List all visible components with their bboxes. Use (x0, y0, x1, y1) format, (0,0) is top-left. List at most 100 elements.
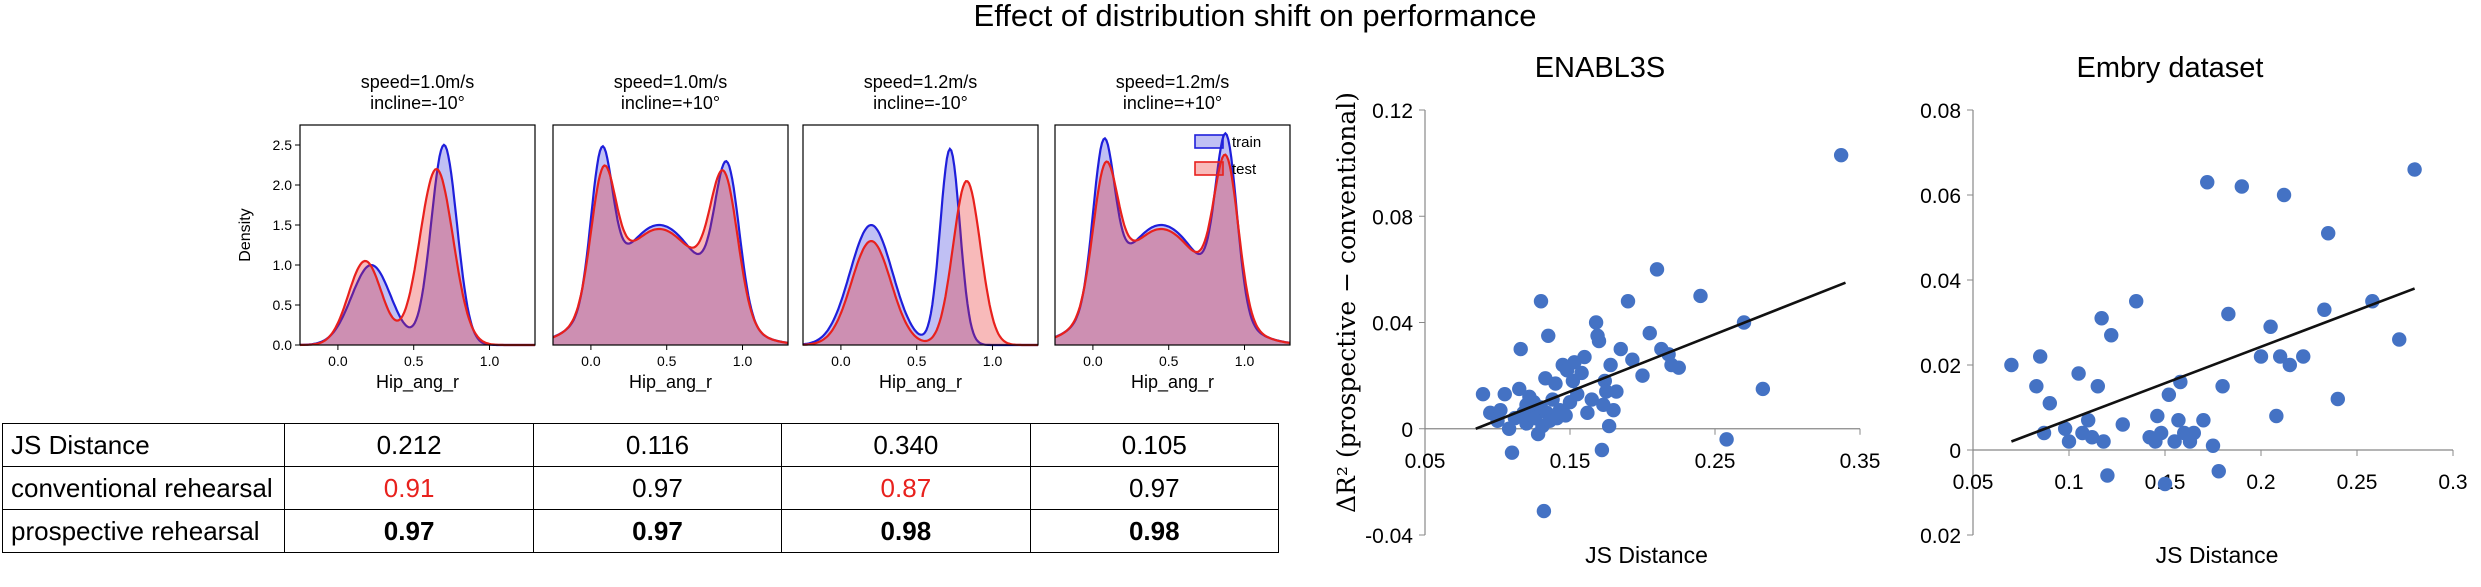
data-point (2282, 357, 2297, 373)
x-tick-label: 1.0 (1235, 353, 1255, 369)
test-density-area (1055, 154, 1290, 345)
data-point (2096, 434, 2111, 449)
test-density-area (803, 181, 1038, 345)
data-point (1504, 445, 1520, 460)
panel-title: incline=+10° (621, 93, 720, 113)
panel-title: speed=1.0m/s (614, 72, 728, 92)
x-tick-label: 0.25 (1695, 450, 1736, 473)
panel-title: speed=1.0m/s (361, 72, 475, 92)
data-point (2321, 226, 2336, 241)
table-cell: 0.105 (1029, 423, 1280, 467)
y-tick-label: 2.5 (273, 137, 293, 153)
data-point (1577, 349, 1592, 365)
y-tick-label: 0.12 (1372, 100, 1413, 123)
data-point (1584, 392, 1599, 407)
data-point (1591, 333, 1607, 349)
data-point (1588, 315, 1604, 330)
x-tick-label: 0.2 (2246, 471, 2275, 494)
data-point (2033, 349, 2048, 364)
train-density-area (300, 144, 535, 345)
scatter-panel-1: ENABL3S -0.04 0 0.04 0.08 0.12 0.05 0.15 0.25 0.3… (1332, 52, 1880, 568)
data-point (1609, 384, 1624, 399)
scatter-title: ENABL3S (1535, 52, 1666, 84)
data-point (2115, 417, 2130, 432)
x-tick-label: 0.25 (2337, 471, 2378, 494)
scatter-title: Embry dataset (2077, 52, 2264, 84)
x-axis-label: Hip_ang_r (879, 372, 962, 393)
x-tick-label: 0.5 (404, 353, 424, 369)
data-point (2234, 179, 2249, 194)
table-cell: 0.97 (1029, 466, 1280, 510)
data-point (1625, 352, 1640, 367)
data-point (2100, 468, 2115, 483)
test-density-line (1054, 153, 1291, 344)
y-tick-label: 0.04 (1372, 313, 1413, 336)
data-point (2161, 387, 2177, 402)
x-axis-label: Hip_ang_r (376, 372, 459, 393)
data-point (2094, 311, 2109, 326)
scatter-panels: ENABL3S -0.04 0 0.04 0.08 0.12 0.05 0.15 0.25 0.3… (1332, 52, 2468, 568)
data-point (2392, 332, 2407, 347)
table-cell: 0.87 (781, 466, 1031, 510)
panel-title: incline=+10° (1123, 93, 1222, 113)
data-point (2157, 476, 2173, 492)
y-tick-label: 2.0 (273, 177, 293, 193)
data-point (2196, 413, 2211, 428)
x-tick-label: 0.15 (1550, 450, 1591, 473)
table-cell: 0.98 (781, 509, 1031, 553)
table-cell: 0.97 (284, 509, 534, 553)
panel-title: speed=1.2m/s (864, 72, 978, 92)
data-point (1693, 288, 1708, 304)
data-point (2330, 391, 2345, 407)
data-point (2150, 408, 2165, 424)
data-point (2029, 379, 2044, 394)
panel-title: incline=-10° (370, 93, 465, 113)
table-cell: 0.98 (1029, 509, 1280, 553)
y-tick-label: 0.04 (1920, 270, 1961, 293)
data-point (1475, 387, 1491, 402)
y-axis-label: Density (237, 208, 254, 261)
data-point (2205, 438, 2221, 453)
x-tick-label: 1.0 (480, 353, 500, 369)
x-tick-label: 0.05 (1405, 450, 1446, 473)
data-point (1755, 381, 1771, 397)
data-point (2153, 425, 2169, 441)
data-point (2273, 349, 2288, 364)
x-tick-label: 0.0 (1083, 353, 1103, 369)
regression-line (2010, 287, 2416, 443)
data-point (1649, 262, 1665, 277)
x-axis-label: JS Distance (2156, 542, 2279, 568)
x-tick-label: 1.0 (983, 353, 1003, 369)
train-density-area (553, 146, 788, 345)
data-point (1603, 357, 1618, 373)
data-point (2276, 187, 2292, 203)
figure-title: Effect of distribution shift on performa… (974, 0, 1537, 33)
data-point (1541, 328, 1556, 343)
data-point (2061, 434, 2077, 449)
y-tick-label: 0.08 (1920, 100, 1961, 123)
data-point (1512, 381, 1527, 397)
test-density-line (803, 180, 1038, 347)
data-point (2263, 319, 2278, 334)
x-tick-label: 0.0 (328, 353, 348, 369)
y-tick-label: 0.06 (1920, 185, 1961, 208)
x-tick-label: 0.5 (1159, 353, 1179, 369)
y-tick-label: 0 (1401, 419, 1413, 442)
x-tick-label: 0.5 (907, 353, 927, 369)
data-point (2253, 349, 2269, 364)
table-cell: 0.340 (781, 423, 1031, 467)
y-tick-label: 1.5 (273, 217, 293, 233)
data-point (1497, 387, 1512, 402)
table-cell: 0.97 (532, 509, 783, 553)
table-row-prospective: prospective rehearsal 0.97 0.97 0.98 0.9… (1, 509, 1280, 553)
data-point (2221, 306, 2236, 322)
x-tick-label: 0.1 (2054, 471, 2083, 494)
data-point (1620, 294, 1636, 309)
data-point (1599, 384, 1614, 399)
y-tick-label: -0.04 (1365, 525, 1413, 548)
